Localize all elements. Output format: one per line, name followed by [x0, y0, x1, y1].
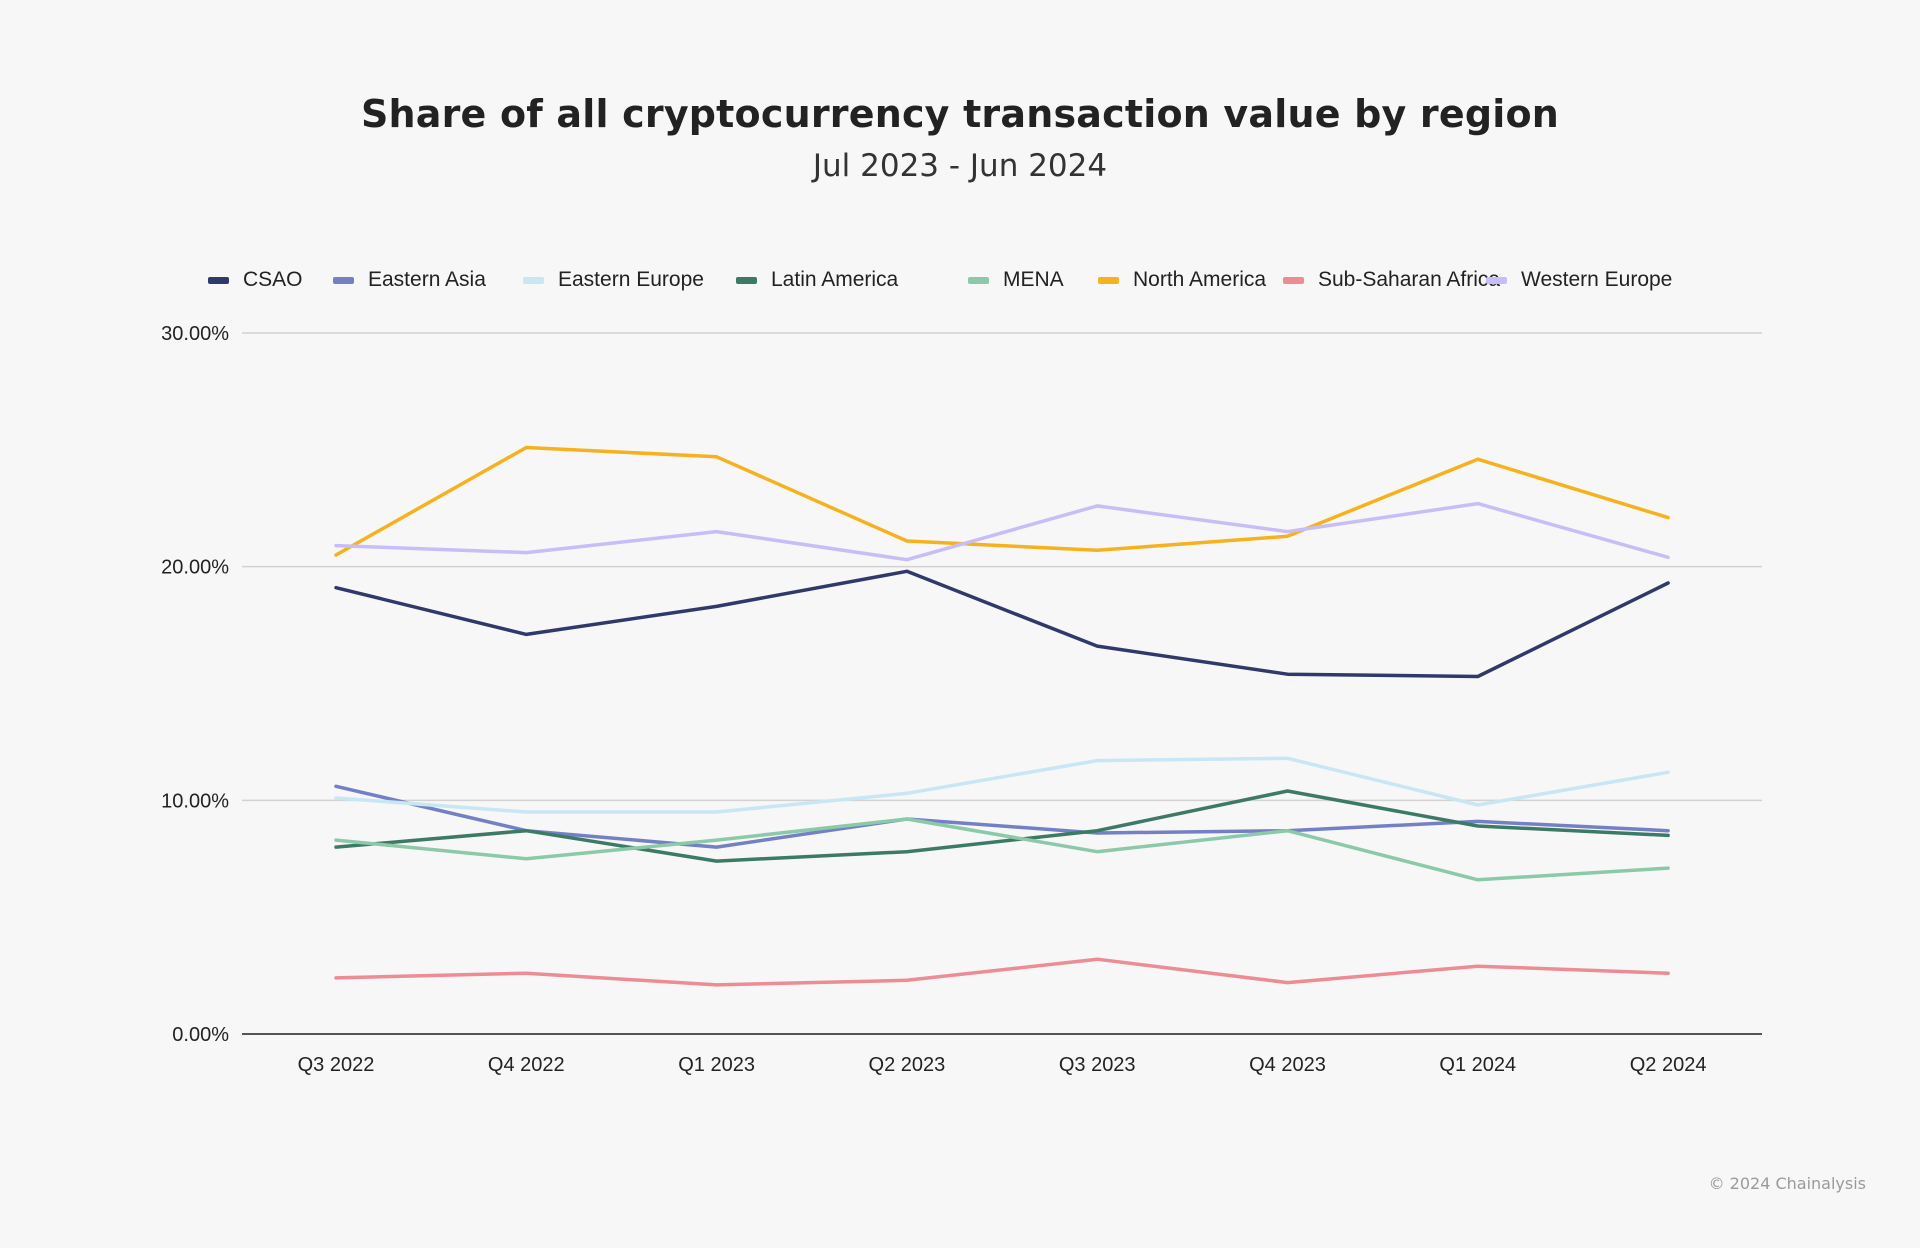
x-tick-label: Q4 2023 — [1249, 1054, 1326, 1076]
x-tick-label: Q1 2023 — [678, 1054, 755, 1076]
legend-swatch — [208, 276, 229, 284]
y-tick-label: 10.00% — [161, 790, 229, 812]
series-line-eastern-europe — [334, 756, 1670, 814]
legend-item-mena: MENA — [968, 268, 1064, 292]
x-tick-label: Q4 2022 — [488, 1054, 565, 1076]
legend-item-latin-america: Latin America — [736, 268, 898, 292]
legend-label: Latin America — [771, 268, 899, 291]
legend-swatch — [333, 276, 354, 284]
series-line-latin-america — [334, 789, 1670, 863]
chart-subtitle: Jul 2023 - Jun 2024 — [812, 148, 1108, 184]
series-line-sub-saharan-africa — [334, 957, 1670, 987]
y-tick-label: 30.00% — [161, 323, 229, 345]
x-tick-label: Q1 2024 — [1439, 1054, 1516, 1076]
x-tick-label: Q3 2022 — [298, 1054, 375, 1076]
legend-item-csao: CSAO — [208, 268, 303, 292]
y-axis-ticks: 0.00% 10.00% 20.00% 30.00% — [161, 323, 229, 1046]
series-line-mena — [334, 817, 1670, 882]
y-tick-label: 20.00% — [161, 557, 229, 579]
legend-item-western-europe: Western Europe — [1486, 268, 1672, 292]
legend-label: Eastern Europe — [558, 268, 704, 291]
legend-swatch — [1098, 276, 1119, 284]
legend-swatch — [968, 276, 989, 284]
legend-item-eastern-asia: Eastern Asia — [333, 268, 486, 292]
legend-swatch — [523, 276, 544, 284]
legend-swatch — [736, 276, 757, 284]
legend-label: North America — [1133, 268, 1267, 291]
series-line-north-america — [334, 445, 1670, 557]
x-tick-label: Q2 2024 — [1630, 1054, 1707, 1076]
legend-label: Sub-Saharan Africa — [1318, 268, 1501, 291]
x-tick-label: Q2 2023 — [869, 1054, 946, 1076]
copyright-notice: © 2024 Chainalysis — [1708, 1174, 1866, 1193]
legend-label: MENA — [1003, 268, 1064, 291]
chart-title: Share of all cryptocurrency transaction … — [360, 92, 1560, 136]
series-lines — [334, 445, 1670, 987]
legend-label: Western Europe — [1521, 268, 1673, 291]
x-axis-ticks: Q3 2022 Q4 2022 Q1 2023 Q2 2023 Q3 2023 Q4 20… — [298, 1054, 1707, 1076]
legend-swatch — [1283, 276, 1304, 284]
legend-item-sub-saharan-africa: Sub-Saharan Africa — [1283, 268, 1500, 292]
grid-lines — [242, 332, 1762, 1035]
series-line-eastern-asia — [334, 784, 1670, 849]
legend-swatch — [1486, 276, 1507, 284]
series-line-csao — [334, 569, 1670, 679]
legend-label: CSAO — [243, 268, 303, 291]
legend-item-eastern-europe: Eastern Europe — [523, 268, 704, 292]
series-line-western-europe — [334, 501, 1670, 562]
legend-label: Eastern Asia — [368, 268, 486, 291]
legend-item-north-america: North America — [1098, 268, 1266, 292]
y-tick-label: 0.00% — [172, 1024, 229, 1046]
x-tick-label: Q3 2023 — [1059, 1054, 1136, 1076]
